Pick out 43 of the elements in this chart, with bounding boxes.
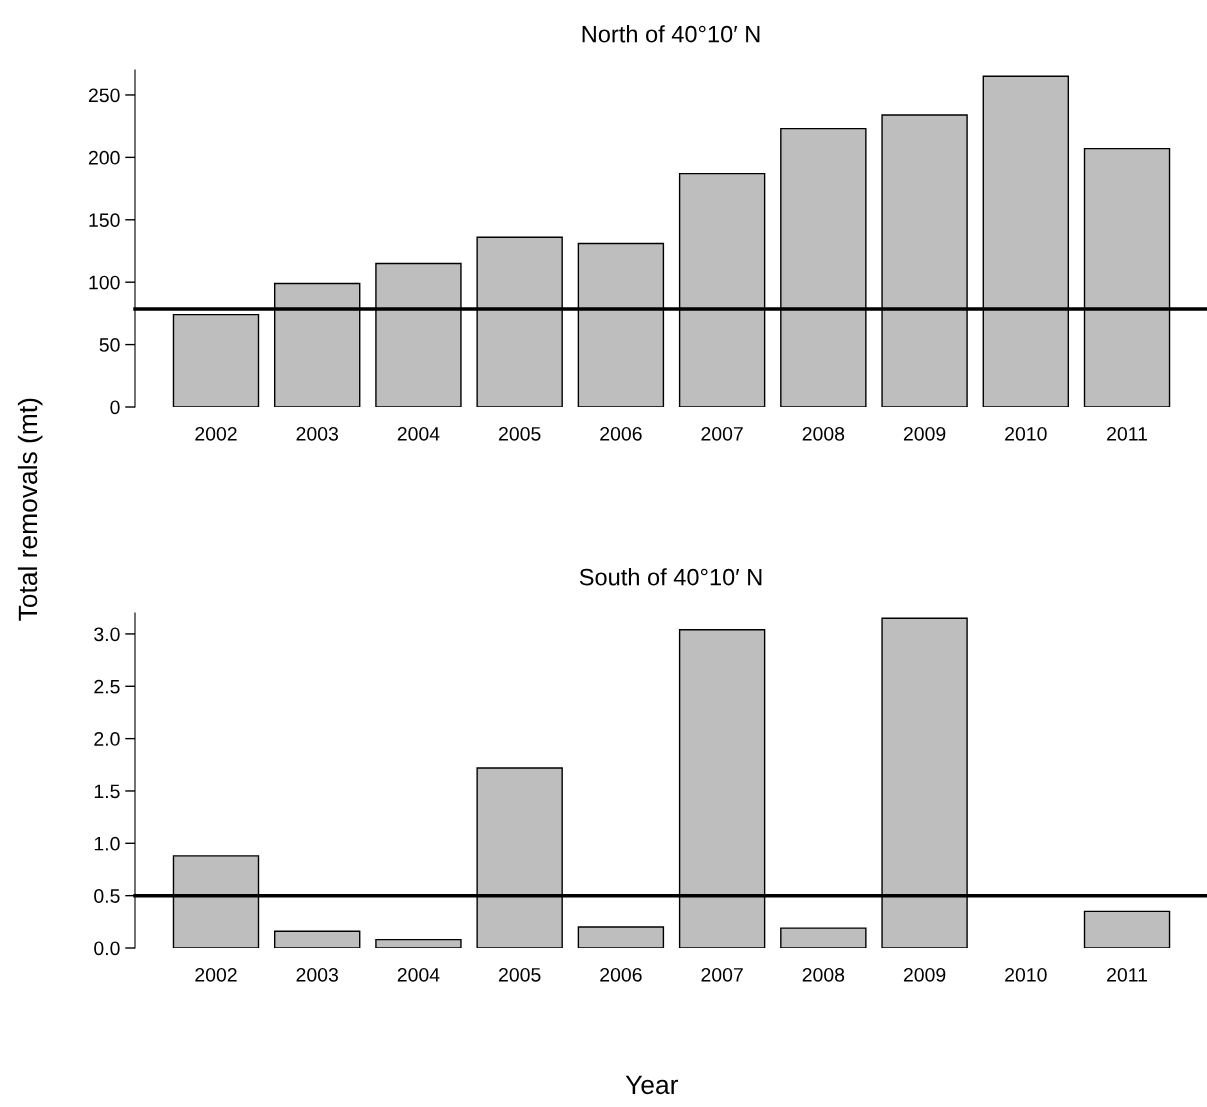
x-tick-label: 2008 <box>802 426 845 441</box>
x-tick-label: 2008 <box>802 967 845 982</box>
x-tick-label: 2005 <box>499 967 541 982</box>
x-tick-label: 2011 <box>1107 967 1147 982</box>
x-tick-label: 2007 <box>701 967 743 982</box>
y-tick-label: 200 <box>88 150 120 165</box>
x-tick-label: 2003 <box>296 426 338 441</box>
bar <box>273 930 361 948</box>
x-tick-label: 2010 <box>1005 967 1047 982</box>
y-axis-title: Total removals (mt) <box>17 398 43 621</box>
x-tick-label: 2009 <box>903 426 946 441</box>
bar <box>375 938 462 948</box>
bar <box>577 926 665 948</box>
y-tick-label: 50 <box>99 338 120 352</box>
x-tick-label: 2006 <box>600 426 642 441</box>
y-tick-label: 1.0 <box>94 836 120 851</box>
y-tick-label: 0.0 <box>94 941 120 956</box>
y-tick-label: 2.5 <box>94 679 120 694</box>
y-tick-label: 0.5 <box>94 889 120 903</box>
x-tick-label: 2006 <box>600 967 642 982</box>
bar <box>1083 910 1171 948</box>
bar <box>780 927 867 948</box>
y-tick-label: 100 <box>89 275 120 290</box>
y-tick-label: 2.0 <box>94 732 120 746</box>
y-tick-label: 3.0 <box>94 627 120 642</box>
y-tick-label: 250 <box>88 88 120 103</box>
x-tick-label: 2010 <box>1005 426 1047 441</box>
x-tick-label: 2011 <box>1107 426 1147 441</box>
chart-title: North of 40°10′ N <box>582 25 760 43</box>
y-tick-label: 1.5 <box>94 784 120 799</box>
x-tick-label: 2005 <box>499 426 541 441</box>
x-tick-label: 2004 <box>397 426 440 441</box>
x-axis-title: Year <box>625 1075 679 1095</box>
y-tick-label: 150 <box>89 213 120 228</box>
x-tick-label: 2002 <box>195 967 237 982</box>
y-tick-label: 0 <box>110 400 120 415</box>
x-tick-label: 2002 <box>195 426 237 441</box>
x-tick-label: 2004 <box>397 967 440 982</box>
x-tick-label: 2007 <box>701 426 743 441</box>
x-tick-label: 2009 <box>903 967 946 982</box>
chart-title: South of 40°10′ N <box>579 568 762 586</box>
bar <box>172 313 260 407</box>
x-tick-label: 2003 <box>296 967 338 982</box>
